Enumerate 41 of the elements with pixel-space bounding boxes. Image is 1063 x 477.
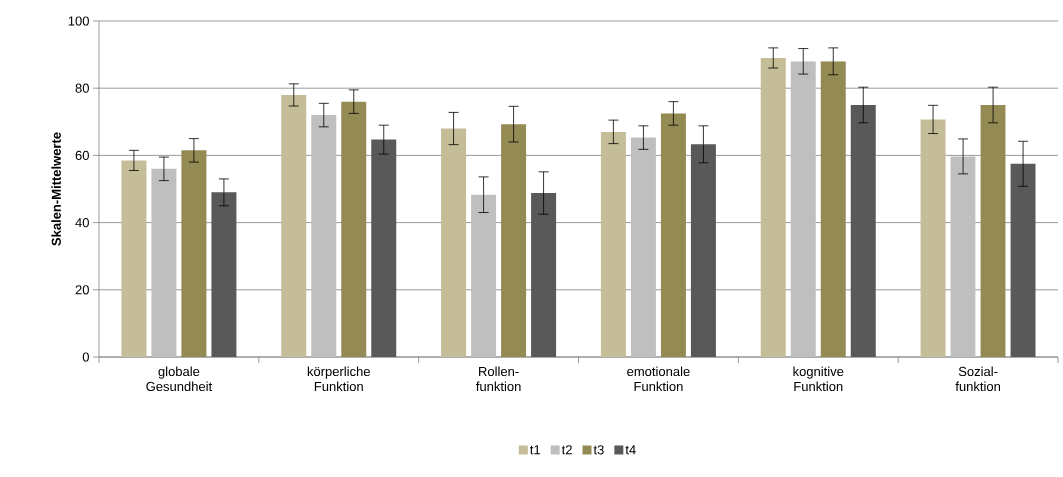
x-tick-label: Sozial-funktion	[955, 366, 1000, 392]
bar	[371, 139, 397, 357]
y-tick-label: 40	[75, 217, 89, 228]
y-tick-label: 0	[82, 352, 89, 362]
bar	[471, 194, 497, 357]
bar	[980, 105, 1006, 357]
x-tick-label: Rollen-funktion	[476, 366, 521, 392]
bar	[341, 101, 367, 357]
bar	[121, 160, 147, 357]
bar	[820, 61, 846, 357]
x-tick-label: körperliche Funktion	[307, 366, 370, 392]
bar	[311, 115, 337, 357]
y-tick-label: 20	[75, 285, 89, 295]
bar	[1010, 163, 1036, 357]
bar	[850, 105, 876, 357]
bar	[211, 192, 237, 357]
bar	[181, 150, 207, 357]
legend-label: t1	[530, 445, 541, 455]
bar	[151, 168, 177, 357]
y-axis-title: Skalen-Mittelwerte	[51, 132, 61, 246]
x-tick-label: globale Gesundheit	[146, 366, 213, 392]
bar	[531, 193, 557, 357]
x-tick-label: emotionale Funktion	[627, 366, 690, 392]
bar	[441, 128, 467, 357]
legend-label: t2	[561, 445, 572, 455]
bar	[281, 94, 307, 357]
x-tick-label: kognitive Funktion	[793, 366, 844, 392]
y-tick-label: 80	[75, 83, 89, 93]
bar	[790, 61, 816, 357]
bar	[920, 119, 946, 357]
bar	[950, 156, 976, 357]
bar	[630, 137, 656, 357]
bar	[690, 144, 716, 357]
legend-label: t4	[625, 445, 636, 455]
y-tick-label: 100	[68, 16, 89, 26]
bar	[760, 57, 786, 357]
legend-label: t3	[593, 445, 604, 455]
bar	[501, 124, 527, 357]
bar	[600, 131, 626, 357]
bar	[660, 113, 686, 357]
y-tick-label: 60	[75, 150, 89, 160]
